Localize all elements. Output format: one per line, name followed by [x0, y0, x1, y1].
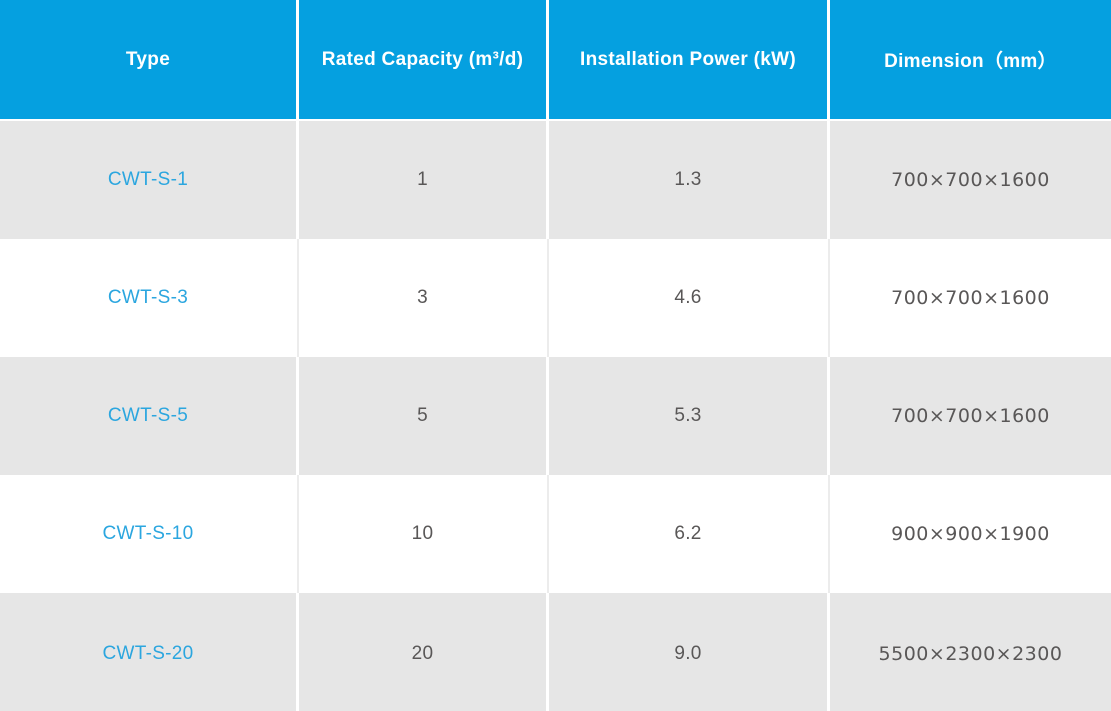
capacity-value: 5 — [299, 357, 546, 475]
dimension-value: 700×700×1600 — [830, 239, 1111, 357]
type-link-cwt-s-5[interactable]: CWT-S-5 — [0, 357, 296, 475]
power-value: 9.0 — [549, 593, 827, 711]
power-value: 5.3 — [549, 357, 827, 475]
table-row-cwt-s-1: CWT-S-1 1 1.3 700×700×1600 — [0, 121, 1111, 239]
table-row-cwt-s-3: CWT-S-3 3 4.6 700×700×1600 — [0, 239, 1111, 357]
type-link-cwt-s-10[interactable]: CWT-S-10 — [0, 475, 296, 593]
capacity-value: 20 — [299, 593, 546, 711]
table-row-cwt-s-10: CWT-S-10 10 6.2 900×900×1900 — [0, 475, 1111, 593]
type-link-cwt-s-1[interactable]: CWT-S-1 — [0, 121, 296, 239]
power-value: 4.6 — [549, 239, 827, 357]
type-link-cwt-s-20[interactable]: CWT-S-20 — [0, 593, 296, 711]
type-link-cwt-s-3[interactable]: CWT-S-3 — [0, 239, 296, 357]
dimension-value: 900×900×1900 — [830, 475, 1111, 593]
dimension-value: 5500×2300×2300 — [830, 593, 1111, 711]
column-header-rated-capacity: Rated Capacity (m³/d) — [299, 0, 546, 119]
capacity-value: 10 — [299, 475, 546, 593]
table-row-cwt-s-20: CWT-S-20 20 9.0 5500×2300×2300 — [0, 593, 1111, 711]
table-header-row: Type Rated Capacity (m³/d) Installation … — [0, 0, 1111, 119]
column-header-type: Type — [0, 0, 296, 119]
dimension-value: 700×700×1600 — [830, 121, 1111, 239]
dimension-value: 700×700×1600 — [830, 357, 1111, 475]
power-value: 6.2 — [549, 475, 827, 593]
table-row-cwt-s-5: CWT-S-5 5 5.3 700×700×1600 — [0, 357, 1111, 475]
column-header-dimension: Dimension（mm） — [830, 0, 1111, 119]
capacity-value: 1 — [299, 121, 546, 239]
power-value: 1.3 — [549, 121, 827, 239]
capacity-value: 3 — [299, 239, 546, 357]
column-header-installation-power: Installation Power (kW) — [549, 0, 827, 119]
